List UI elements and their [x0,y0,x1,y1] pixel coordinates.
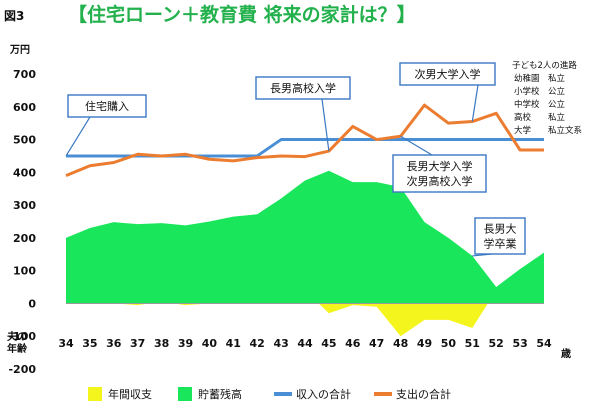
course-note-line: 幼稚園 私立 [514,73,566,84]
chart-title: 【住宅ローン＋教育費 将来の家計は？】 [68,3,416,26]
x-tick-label: 37 [130,337,145,350]
x-tick-label: 49 [417,337,432,350]
y-axis-ticks: -200 -100 0 100 200 300 400 500 600 700 [8,68,36,376]
x-axis-prefix-2: 年齢 [7,342,28,355]
annotation-text: 長男大 [484,222,517,236]
x-tick-label: 54 [536,337,552,350]
legend: 年間収支 貯蓄残高 収入の合計 支出の合計 [88,387,451,401]
x-tick-label: 53 [512,337,527,350]
y-tick-label: -100 [8,330,36,343]
line-支出の合計 [65,103,544,177]
x-tick-label: 45 [321,337,336,350]
annotation-text: 長男高校入学 [270,81,336,95]
x-tick-label: 40 [202,337,218,350]
y-axis-unit: 万円 [9,44,30,56]
legend-swatch [178,387,192,401]
annotation-text: 学卒業 [484,237,517,251]
legend-item: 収入の合計 [274,387,351,401]
y-tick-label: -200 [8,363,36,376]
x-tick-label: 35 [82,337,97,350]
annotation: 次男大学入学 [399,62,496,122]
legend-label: 年間収支 [108,387,152,401]
x-tick-label: 38 [154,337,169,350]
figure-label: 図3 [4,9,24,23]
y-tick-label: 700 [13,68,36,81]
area-貯蓄残高 [66,170,544,304]
y-tick-label: 200 [13,232,36,245]
legend-label: 貯蓄残高 [198,387,242,401]
x-axis-ticks: 34 35 36 37 38 39 40 41 42 43 44 45 46 47 48 49 50 51 52 53… [58,337,552,350]
y-tick-label: 300 [13,199,36,212]
x-tick-label: 34 [58,337,74,350]
x-tick-label: 42 [250,337,265,350]
annotation: 住宅購入 [65,94,147,157]
course-note-line: 中学校 公立 [514,99,566,110]
x-axis-unit: 歳 [561,347,571,360]
annotation: 長男高校入学 [255,76,351,152]
x-tick-label: 41 [226,337,241,350]
x-tick-label: 51 [465,337,480,350]
legend-label: 収入の合計 [296,387,351,401]
legend-item: 支出の合計 [374,387,451,401]
annotation-text: 住宅購入 [85,99,129,113]
x-tick-label: 52 [489,337,504,350]
y-tick-label: 100 [13,265,36,278]
course-note-title: 子ども2人の進路 [512,60,577,71]
x-tick-label: 46 [345,337,361,350]
y-tick-label: 400 [13,166,36,179]
x-tick-label: 48 [393,337,408,350]
y-tick-label: 0 [28,297,36,310]
course-note-line: 高校 私立 [514,112,566,123]
annotation-text: 次男高校入学 [407,174,473,188]
legend-label: 支出の合計 [396,387,451,401]
legend-item: 年間収支 [88,387,152,401]
x-tick-label: 36 [106,337,122,350]
line-series [65,103,544,177]
area-series [66,170,544,337]
x-tick-label: 47 [369,337,384,350]
x-tick-label: 43 [273,337,288,350]
x-axis-prefix-1: 夫の [6,330,27,343]
x-tick-label: 39 [178,337,193,350]
legend-swatch [88,387,102,401]
course-note-line: 小学校 公立 [514,86,566,97]
y-tick-label: 600 [13,101,36,114]
x-tick-label: 50 [441,337,457,350]
annotation-text: 長男大学入学 [407,159,473,173]
legend-item: 貯蓄残高 [178,387,242,401]
y-tick-label: 500 [13,134,36,147]
course-note: 子ども2人の進路 幼稚園 私立 小学校 公立 中学校 公立 高校 私立 大学 私… [512,60,582,136]
course-note-line: 大学 私立文系 [514,125,582,136]
annotation-text: 次男大学入学 [415,67,481,81]
x-tick-label: 44 [297,337,313,350]
